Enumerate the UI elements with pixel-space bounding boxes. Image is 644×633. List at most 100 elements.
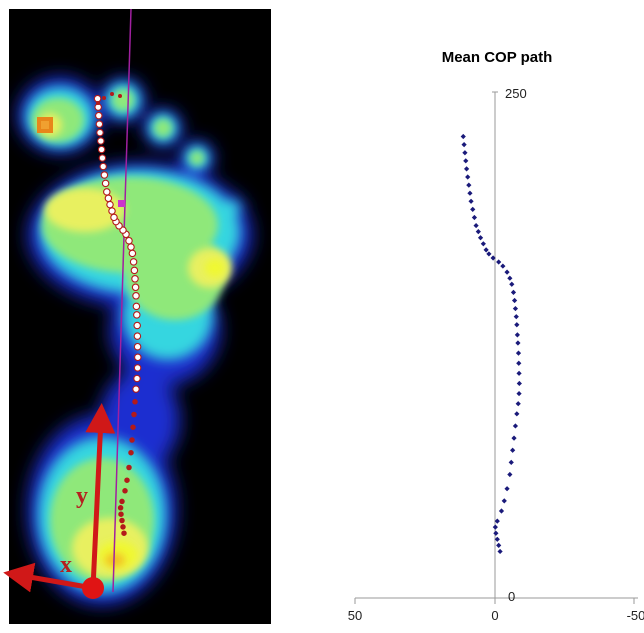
cop-point-7 [501, 498, 507, 504]
cop-trace-point-44 [97, 145, 106, 154]
cop-trace-point-3 [118, 511, 124, 517]
cop-trace-point-41 [100, 171, 109, 179]
cop-point-43 [467, 190, 473, 196]
cop-point-45 [465, 174, 471, 180]
cop-point-16 [516, 390, 522, 397]
cop-point-17 [516, 380, 522, 387]
cop-point-14 [514, 411, 520, 417]
cop-point-37 [477, 235, 484, 241]
cop-point-28 [509, 281, 515, 287]
cop-trace-point-20 [133, 321, 141, 330]
x-tick-label-50: 50 [348, 608, 362, 623]
cop-point-46 [464, 166, 470, 172]
pressure-map-panel: y x [3, 8, 271, 624]
cop-point-27 [510, 289, 517, 295]
cop-point-19 [516, 360, 522, 366]
cop-point-23 [514, 322, 520, 328]
cop-point-3 [493, 530, 499, 536]
cop-point-21 [515, 340, 521, 346]
cop-point-6 [498, 508, 505, 514]
cop-point-50 [460, 133, 466, 140]
cop-trace-point-18 [133, 342, 142, 351]
cop-trace [93, 92, 142, 536]
cop-point-10 [508, 459, 514, 465]
cop-chart: Mean COP path 50 0 -50 0 250 [348, 49, 644, 623]
cop-trace-point-10 [129, 437, 135, 443]
cop-trace-point-9 [128, 449, 134, 456]
cop-trace-point-21 [133, 311, 141, 319]
cop-trace-point-27 [129, 258, 138, 266]
cop-trace-point-15 [133, 374, 141, 383]
cop-trace-point-14 [132, 385, 140, 393]
cop-trace-point-47 [95, 120, 104, 128]
cop-trace-point-24 [131, 283, 140, 292]
cop-trace-point-23 [132, 292, 140, 300]
chart-title: Mean COP path [442, 49, 553, 66]
cop-trace-tail-1 [110, 92, 114, 96]
cop-trace-point-2 [119, 517, 125, 524]
cop-trace-point-5 [119, 498, 125, 505]
cop-trace-point-30 [125, 236, 133, 245]
cop-point-29 [507, 275, 513, 281]
cop-trace-point-4 [117, 505, 124, 511]
cop-point-1 [496, 542, 502, 548]
cop-point-9 [507, 471, 513, 478]
cop-point-25 [512, 305, 519, 312]
cop-point-48 [462, 150, 468, 156]
cop-point-47 [463, 158, 469, 164]
cop-trace-point-11 [130, 424, 136, 430]
cop-trace-point-16 [133, 364, 142, 372]
cop-point-35 [483, 247, 489, 253]
cop-trace-point-28 [128, 249, 137, 258]
cop-trace-point-25 [131, 275, 139, 283]
cop-trace-point-48 [95, 111, 103, 120]
cop-points [460, 133, 522, 555]
cop-point-13 [512, 423, 519, 429]
cop-point-32 [496, 259, 502, 265]
foot-axis-line [112, 8, 132, 593]
cop-trace-point-7 [124, 477, 130, 483]
cop-trace-point-46 [96, 128, 104, 137]
cop-point-2 [494, 536, 500, 542]
cop-trace-tail-3 [96, 101, 100, 105]
cop-point-38 [475, 229, 481, 235]
cop-trace-point-35 [110, 213, 118, 222]
cop-trace-point-6 [122, 488, 128, 494]
cop-point-49 [461, 142, 467, 148]
cop-point-12 [511, 435, 517, 441]
cop-trace-point-45 [97, 137, 105, 145]
x-tick-label-0: 0 [491, 608, 498, 623]
cop-point-11 [510, 447, 516, 453]
cop-trace-point-42 [99, 162, 107, 171]
cop-point-39 [473, 222, 479, 229]
foot-coordinate-axes: y x [3, 403, 116, 599]
cop-point-30 [504, 269, 510, 275]
cop-trace-point-17 [134, 353, 142, 362]
pressure-heatmap [18, 77, 252, 605]
cop-point-5 [494, 518, 500, 524]
y-tick-label-250: 250 [505, 86, 527, 101]
cop-point-4 [492, 524, 498, 530]
cop-point-44 [466, 182, 472, 188]
cop-point-8 [504, 486, 510, 492]
cop-trace-point-39 [103, 188, 111, 196]
cop-trace-point-37 [106, 200, 114, 209]
cop-point-20 [515, 350, 522, 356]
cop-point-34 [486, 251, 492, 257]
cop-trace-point-38 [104, 194, 113, 203]
cop-point-31 [500, 263, 506, 269]
cop-point-26 [511, 297, 518, 304]
cop-trace-point-22 [132, 302, 141, 311]
cop-trace-point-29 [127, 243, 135, 251]
cop-point-22 [514, 332, 520, 338]
cop-point-33 [490, 255, 496, 261]
x-axis-label: x [60, 552, 72, 578]
cop-point-36 [480, 241, 486, 247]
x-tick-label-neg50: -50 [627, 608, 644, 623]
cop-point-0 [497, 548, 503, 555]
cop-point-15 [515, 401, 521, 407]
cop-trace-point-8 [126, 464, 132, 471]
foot-axis-marker [118, 200, 125, 207]
origin-dot [82, 577, 104, 599]
cop-trace-tail-2 [102, 96, 106, 100]
